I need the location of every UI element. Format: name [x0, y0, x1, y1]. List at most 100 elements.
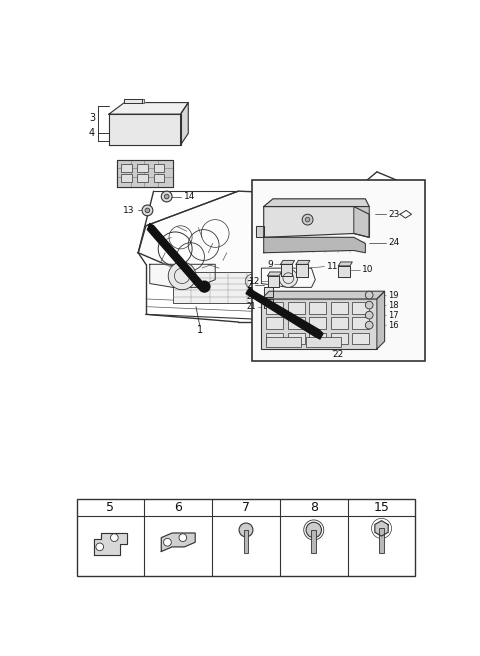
Text: 24: 24 — [388, 238, 400, 247]
Bar — [288, 333, 304, 344]
Polygon shape — [296, 264, 308, 277]
Bar — [121, 174, 132, 182]
Polygon shape — [354, 207, 369, 237]
Text: 13: 13 — [123, 206, 134, 215]
Text: 5: 5 — [107, 501, 114, 514]
Bar — [352, 302, 369, 314]
Text: 19: 19 — [388, 291, 399, 300]
Polygon shape — [109, 114, 180, 145]
Bar — [306, 337, 341, 346]
Bar — [331, 333, 348, 344]
Bar — [352, 318, 369, 329]
Circle shape — [168, 262, 196, 290]
Polygon shape — [264, 237, 365, 253]
Circle shape — [365, 321, 373, 329]
Bar — [266, 333, 283, 344]
Text: 20: 20 — [246, 292, 256, 301]
Bar — [266, 302, 283, 314]
Text: 11: 11 — [327, 262, 338, 271]
Circle shape — [365, 311, 373, 319]
Polygon shape — [267, 276, 279, 287]
Polygon shape — [147, 224, 206, 290]
Circle shape — [239, 523, 253, 537]
Circle shape — [198, 281, 211, 293]
Text: 15: 15 — [373, 501, 389, 514]
Text: 2: 2 — [246, 280, 252, 290]
Bar — [331, 302, 348, 314]
Polygon shape — [281, 260, 295, 264]
Bar — [309, 333, 326, 344]
Polygon shape — [138, 191, 400, 287]
Polygon shape — [180, 102, 188, 145]
Bar — [288, 318, 304, 329]
Bar — [312, 530, 316, 553]
Polygon shape — [109, 102, 188, 114]
Circle shape — [164, 539, 171, 546]
Bar — [309, 318, 326, 329]
Polygon shape — [400, 211, 411, 218]
Polygon shape — [267, 272, 281, 276]
Bar — [352, 333, 369, 344]
Text: 17: 17 — [388, 310, 399, 319]
Circle shape — [164, 194, 169, 199]
Bar — [288, 302, 304, 314]
Text: 9: 9 — [267, 260, 273, 269]
Bar — [331, 318, 348, 329]
Bar — [309, 302, 326, 314]
Text: 7: 7 — [242, 501, 250, 514]
Circle shape — [305, 217, 310, 222]
Polygon shape — [338, 266, 350, 277]
Text: 21: 21 — [247, 302, 256, 311]
Text: 16: 16 — [388, 321, 399, 329]
Polygon shape — [256, 226, 264, 237]
Bar — [173, 272, 304, 303]
Text: 6: 6 — [174, 501, 182, 514]
Text: 22: 22 — [333, 350, 344, 359]
Polygon shape — [377, 291, 384, 349]
Polygon shape — [264, 199, 369, 207]
Text: 23: 23 — [388, 210, 400, 218]
Polygon shape — [296, 260, 310, 264]
Bar — [244, 530, 248, 553]
Bar — [252, 180, 425, 361]
Polygon shape — [161, 533, 195, 552]
Circle shape — [279, 269, 298, 287]
Circle shape — [96, 543, 104, 551]
Circle shape — [179, 534, 187, 541]
Polygon shape — [264, 207, 369, 237]
Polygon shape — [246, 287, 323, 339]
Text: 4: 4 — [89, 129, 95, 138]
Circle shape — [302, 215, 313, 225]
Polygon shape — [262, 291, 384, 299]
Bar — [379, 528, 384, 553]
Bar — [266, 337, 300, 346]
Text: 10: 10 — [361, 265, 373, 274]
Bar — [137, 164, 148, 172]
Text: 14: 14 — [184, 192, 196, 201]
Text: 1: 1 — [197, 325, 203, 335]
Polygon shape — [94, 533, 127, 554]
Polygon shape — [375, 521, 388, 536]
Circle shape — [145, 208, 150, 213]
Bar — [77, 499, 415, 576]
Polygon shape — [264, 287, 273, 297]
Polygon shape — [335, 194, 417, 262]
Polygon shape — [142, 99, 144, 102]
Polygon shape — [264, 299, 273, 308]
Text: 3: 3 — [89, 113, 95, 123]
Polygon shape — [338, 262, 352, 266]
Circle shape — [142, 205, 153, 216]
Polygon shape — [150, 264, 215, 287]
Bar — [154, 174, 164, 182]
Text: 8: 8 — [310, 501, 318, 514]
Polygon shape — [331, 191, 423, 264]
Bar — [137, 174, 148, 182]
Text: 18: 18 — [388, 300, 399, 310]
Text: 12: 12 — [249, 277, 260, 286]
Polygon shape — [117, 159, 173, 186]
Bar — [266, 318, 283, 329]
Circle shape — [110, 534, 118, 541]
Bar — [121, 164, 132, 172]
Polygon shape — [281, 264, 292, 276]
Circle shape — [161, 191, 172, 202]
